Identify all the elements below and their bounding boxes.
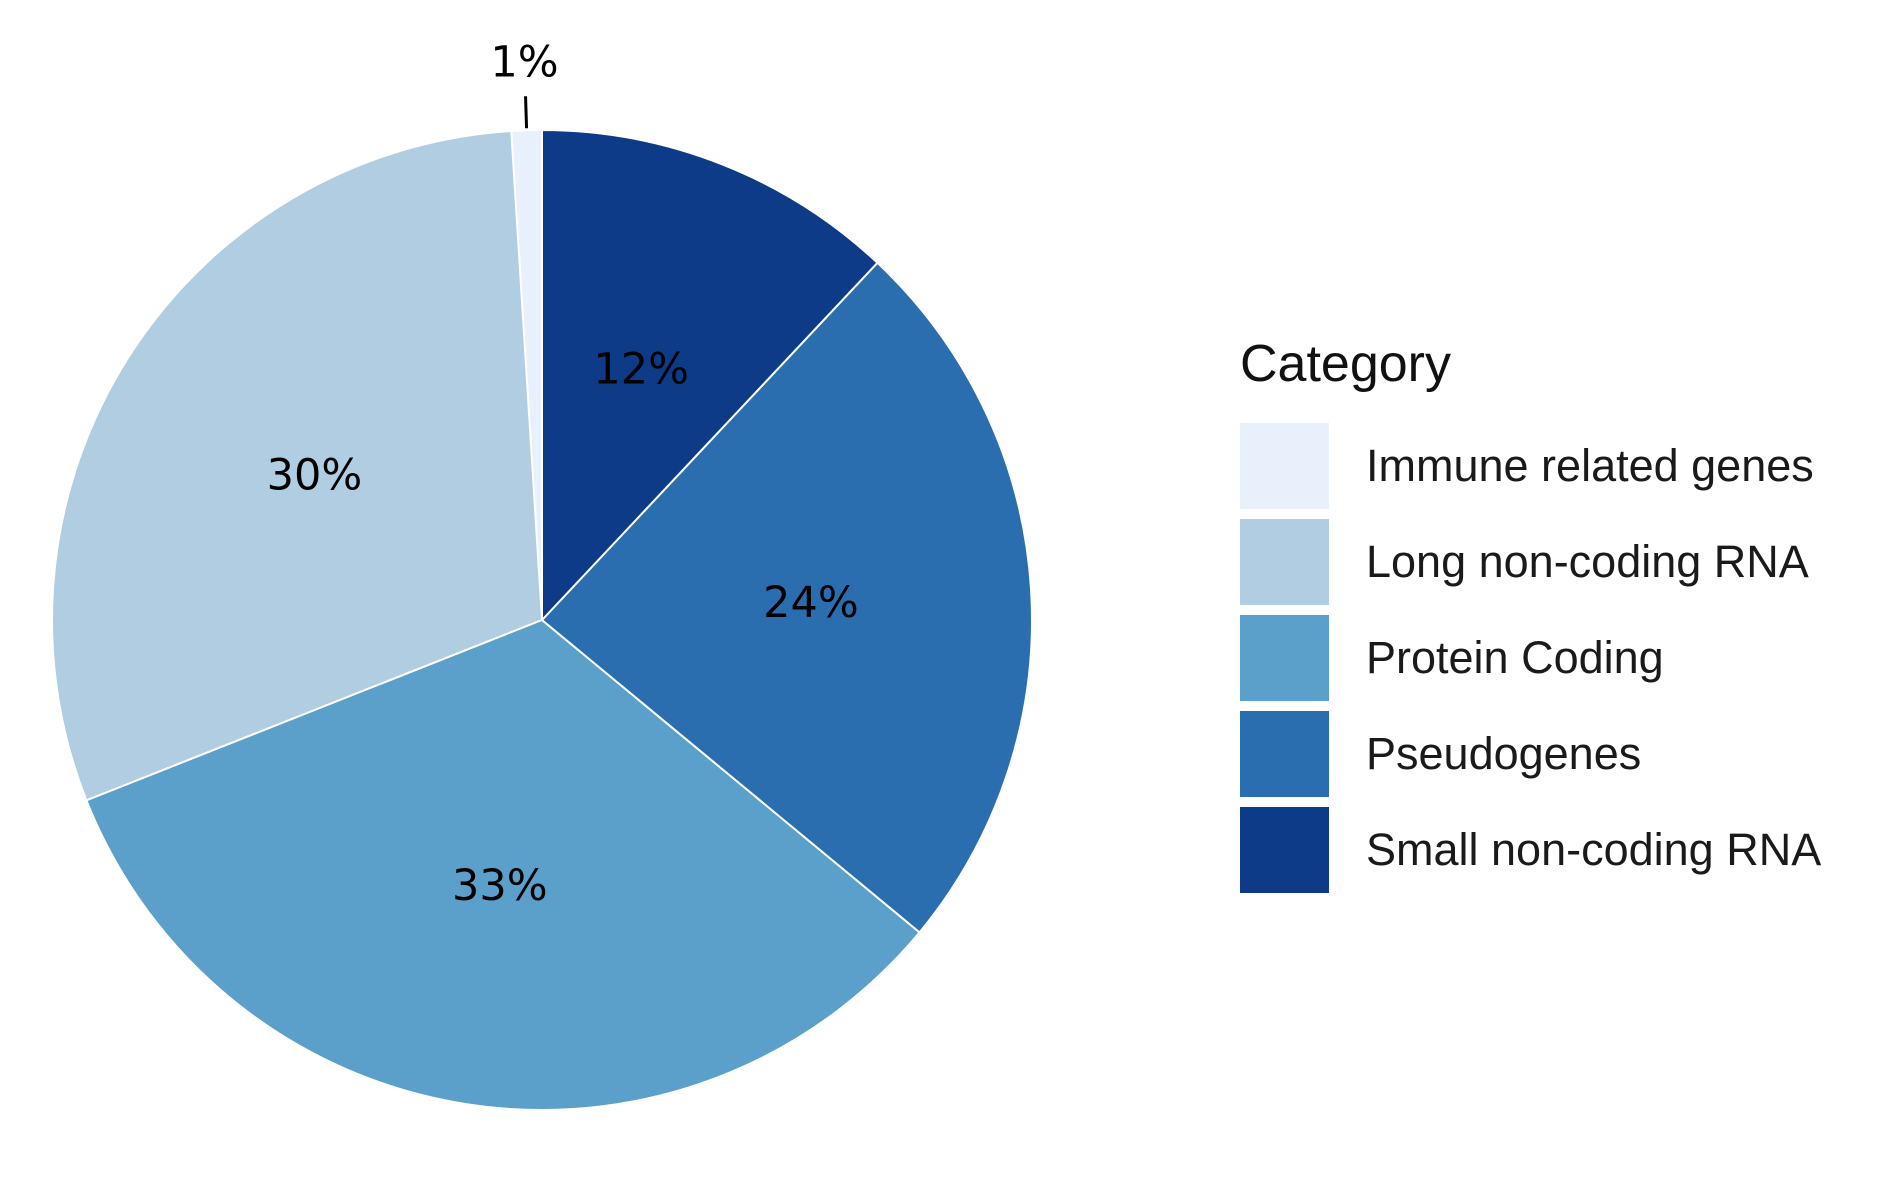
legend-label: Pseudogenes — [1366, 728, 1642, 779]
legend-item-long-non-coding-rna: Long non-coding RNA — [1240, 514, 1880, 610]
legend-item-pseudogenes: Pseudogenes — [1240, 706, 1880, 802]
legend-label: Immune related genes — [1366, 440, 1814, 491]
pie-slice-pseudogenes — [541, 261, 1033, 934]
legend-swatch — [1240, 423, 1329, 509]
pie-leader-immune-related-genes — [524, 96, 529, 129]
legend: Category Immune related genes Long non-co… — [1240, 332, 1880, 898]
legend-item-immune-related-genes: Immune related genes — [1240, 418, 1880, 514]
legend-swatch — [1240, 711, 1329, 797]
legend-swatch — [1240, 519, 1329, 605]
pie-label-small-non-coding-rna: 12% — [593, 344, 689, 394]
legend-title: Category — [1240, 335, 1451, 393]
pie-slice-long-non-coding-rna — [51, 129, 543, 802]
pie-slice-small-non-coding-rna — [541, 129, 879, 621]
legend-items: Immune related genes Long non-coding RNA P… — [1240, 418, 1880, 898]
pie-slices — [51, 129, 1033, 1111]
pie-label-long-non-coding-rna: 30% — [267, 451, 363, 501]
legend-item-small-non-coding-rna: Small non-coding RNA — [1240, 802, 1880, 898]
legend-label: Long non-coding RNA — [1366, 536, 1809, 587]
legend-swatch — [1240, 807, 1329, 893]
legend-swatch — [1240, 615, 1329, 701]
pie-slice-protein-coding — [85, 619, 921, 1111]
legend-label: Protein Coding — [1366, 632, 1664, 683]
legend-item-protein-coding: Protein Coding — [1240, 610, 1880, 706]
pie-labels: 1% 30% 33% 24% 12% — [267, 37, 859, 911]
pie-label-pseudogenes: 24% — [763, 578, 859, 628]
legend-label: Small non-coding RNA — [1366, 824, 1822, 875]
pie-label-immune-related-genes: 1% — [490, 37, 558, 87]
pie-label-protein-coding: 33% — [452, 861, 548, 911]
